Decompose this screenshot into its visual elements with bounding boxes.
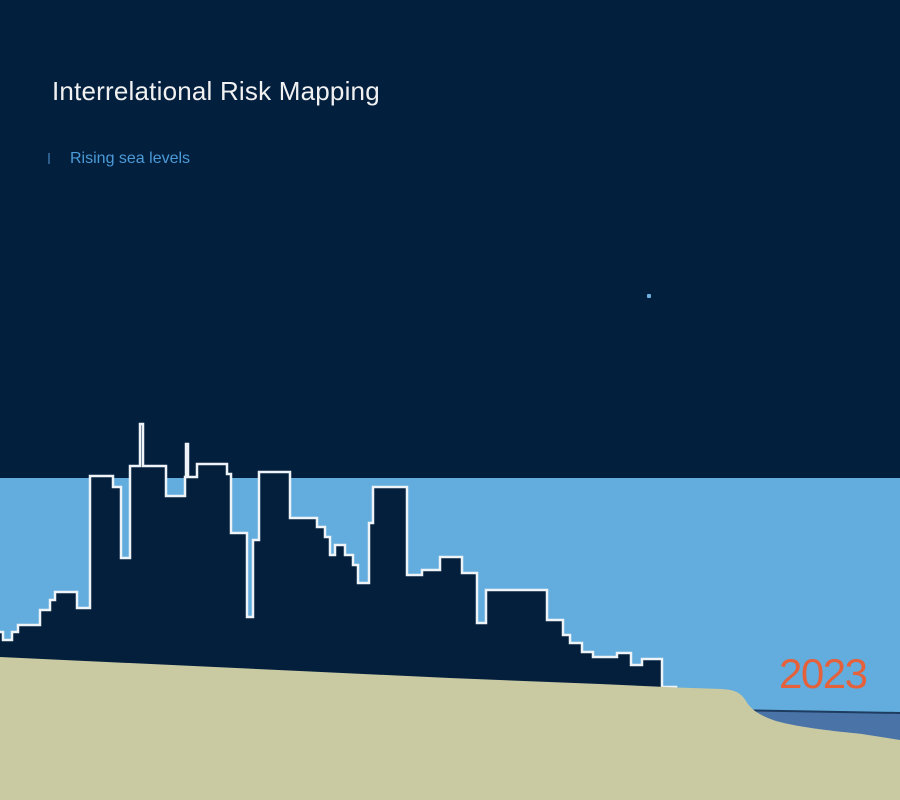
shore-land: [0, 657, 900, 800]
sea-sparkle-dot: [647, 294, 651, 298]
year-label: 2023: [779, 650, 868, 697]
legend-item-label: Rising sea levels: [70, 150, 191, 167]
legend-item-rising-sea-levels[interactable]: Rising sea levels: [48, 150, 190, 168]
legend-tick-icon: [48, 153, 50, 164]
page-title: Interrelational Risk Mapping: [52, 76, 380, 106]
